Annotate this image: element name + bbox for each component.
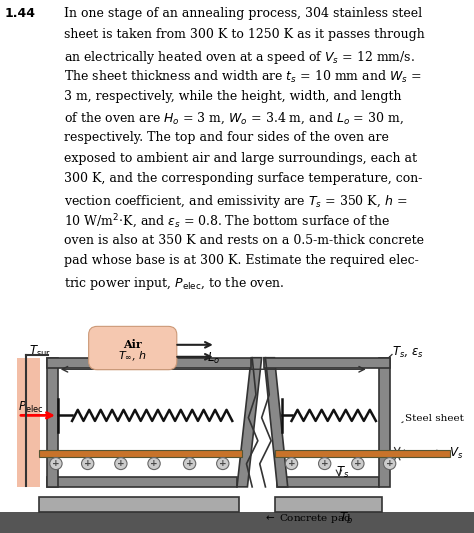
Text: +: +: [219, 459, 227, 468]
Text: pad whose base is at 300 K. Estimate the required elec-: pad whose base is at 300 K. Estimate the…: [64, 254, 419, 268]
Circle shape: [50, 458, 62, 470]
Text: +: +: [186, 459, 193, 468]
Text: $P_{\rm elec}$: $P_{\rm elec}$: [18, 400, 44, 415]
Circle shape: [285, 458, 298, 470]
Text: +: +: [84, 459, 91, 468]
Text: sheet is taken from 300 K to 1250 K as it passes through: sheet is taken from 300 K to 1250 K as i…: [64, 28, 425, 41]
Text: Steel sheet: Steel sheet: [405, 414, 464, 423]
Text: of the oven are $H_o$ = 3 m, $W_o$ = 3.4 m, and $L_o$ = 30 m,: of the oven are $H_o$ = 3 m, $W_o$ = 3.4…: [64, 110, 404, 126]
Text: $T_{\infty}$, $h$: $T_{\infty}$, $h$: [118, 349, 147, 362]
Bar: [47, 358, 251, 368]
Bar: [277, 477, 379, 487]
Text: $T_b$: $T_b$: [339, 511, 353, 526]
Text: exposed to ambient air and large surroundings, each at: exposed to ambient air and large surroun…: [64, 151, 417, 165]
Text: 10 W/m$^2$$\cdot$K, and $\varepsilon_s$ = 0.8. The bottom surface of the: 10 W/m$^2$$\cdot$K, and $\varepsilon_s$ …: [64, 213, 391, 231]
Text: $\leftarrow$ Concrete pad: $\leftarrow$ Concrete pad: [263, 512, 352, 525]
Bar: [379, 358, 390, 487]
Bar: [47, 477, 237, 487]
Text: $T_{s}$, $\varepsilon_s$: $T_{s}$, $\varepsilon_s$: [392, 345, 424, 359]
Circle shape: [115, 458, 127, 470]
Circle shape: [319, 458, 331, 470]
Text: $V_s$: $V_s$: [449, 446, 463, 461]
Text: vection coefficient, and emissivity are $T_s$ = 350 K, $h$ =: vection coefficient, and emissivity are …: [64, 193, 407, 209]
Bar: [275, 450, 450, 457]
Text: $L_o$: $L_o$: [207, 351, 220, 366]
Bar: [0, 512, 261, 523]
Bar: [275, 497, 382, 512]
Polygon shape: [264, 358, 288, 487]
Text: In one stage of an annealing process, 304 stainless steel: In one stage of an annealing process, 30…: [64, 7, 422, 20]
Circle shape: [217, 458, 229, 470]
Bar: [47, 358, 58, 487]
Bar: [17, 358, 40, 487]
Circle shape: [383, 458, 396, 470]
Text: +: +: [52, 459, 60, 468]
Text: 300 K, and the corresponding surface temperature, con-: 300 K, and the corresponding surface tem…: [64, 172, 422, 185]
Bar: [0, 523, 474, 533]
Text: an electrically heated oven at a speed of $V_s$ = 12 mm/s.: an electrically heated oven at a speed o…: [64, 49, 415, 66]
FancyBboxPatch shape: [89, 326, 177, 370]
Text: +: +: [117, 459, 125, 468]
Polygon shape: [237, 358, 262, 487]
Text: +: +: [354, 459, 362, 468]
Text: +: +: [288, 459, 295, 468]
Text: $t_s$: $t_s$: [401, 447, 410, 461]
Text: +: +: [150, 459, 158, 468]
Text: 1.44: 1.44: [5, 7, 36, 20]
Bar: [264, 358, 390, 368]
Bar: [261, 512, 474, 523]
Text: +: +: [386, 459, 393, 468]
Text: $T_s$: $T_s$: [336, 465, 349, 480]
Text: +: +: [321, 459, 328, 468]
Circle shape: [352, 458, 364, 470]
Text: respectively. The top and four sides of the oven are: respectively. The top and four sides of …: [64, 131, 389, 144]
Bar: [39, 497, 239, 512]
Bar: [39, 450, 242, 457]
Text: tric power input, $P_{\mathrm{elec}}$, to the oven.: tric power input, $P_{\mathrm{elec}}$, t…: [64, 275, 284, 292]
Text: 3 m, respectively, while the height, width, and length: 3 m, respectively, while the height, wid…: [64, 90, 401, 103]
Text: The sheet thickness and width are $t_s$ = 10 mm and $W_s$ =: The sheet thickness and width are $t_s$ …: [64, 69, 422, 85]
Text: $T_{\rm sur}$: $T_{\rm sur}$: [29, 344, 52, 359]
Text: Air: Air: [123, 340, 142, 350]
Circle shape: [82, 458, 94, 470]
Circle shape: [148, 458, 160, 470]
Circle shape: [183, 458, 196, 470]
Text: oven is also at 350 K and rests on a 0.5-m-thick concrete: oven is also at 350 K and rests on a 0.5…: [64, 234, 424, 247]
